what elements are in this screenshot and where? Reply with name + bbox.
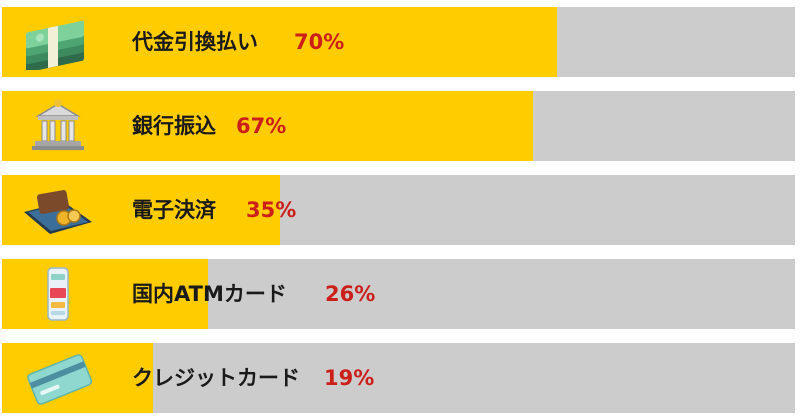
bar-value-label-atm-card: 26% (325, 282, 376, 306)
bank-icon (32, 99, 84, 150)
bar-row-credit-card: クレジットカード 19% (2, 343, 795, 413)
bar-value-label-bank-transfer: 67% (236, 114, 287, 138)
bar-row-atm-card: 国内ATMカード 26% (2, 259, 795, 329)
bar-label-cash-on-delivery: 代金引換払い (132, 30, 258, 54)
bar-value-label-cash-on-delivery: 70% (294, 30, 345, 54)
bar-value-label-e-payment: 35% (246, 198, 297, 222)
cash-stack-icon (26, 20, 84, 70)
bar-fill-bank-transfer (2, 91, 533, 161)
bar-row-bank-transfer: 銀行振込 67% (2, 91, 795, 161)
bar-label-bank-transfer: 銀行振込 (132, 114, 216, 138)
bar-value-label-credit-card: 19% (324, 366, 375, 390)
bar-row-e-payment: 電子決済 35% (2, 175, 795, 245)
credit-card-icon (27, 354, 93, 405)
bar-row-cash-on-delivery: 代金引換払い 70% (2, 7, 795, 77)
bar-label-atm-card: 国内ATMカード (132, 282, 287, 306)
bar-label-e-payment: 電子決済 (132, 198, 216, 222)
wallet-phone-icon (24, 190, 92, 234)
mobile-card-icon (47, 267, 69, 321)
bar-fill-cash-on-delivery (2, 7, 557, 77)
bar-fill-atm-card (2, 259, 208, 329)
bar-label-credit-card: クレジットカード (132, 366, 300, 390)
